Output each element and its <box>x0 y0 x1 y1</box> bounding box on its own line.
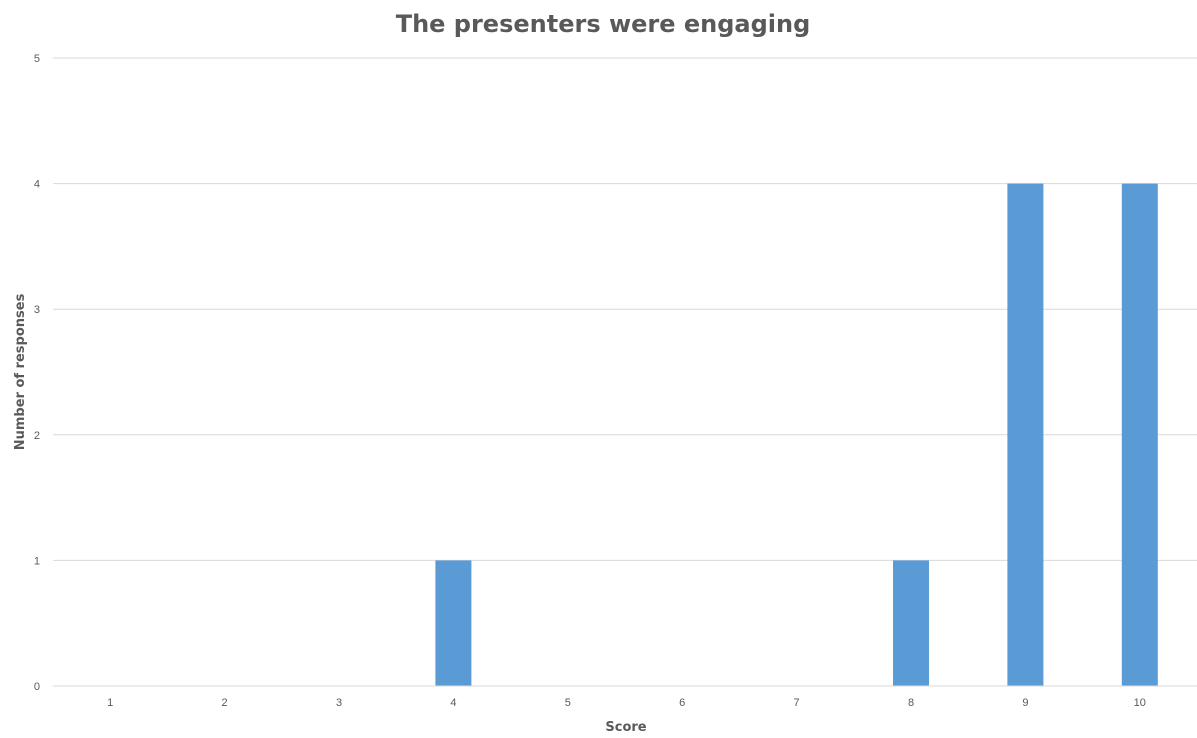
x-tick-label: 1 <box>107 697 113 709</box>
x-axis-ticks: 1 2 3 4 5 6 7 8 9 10 <box>107 697 1146 709</box>
y-tick-label: 0 <box>34 681 40 693</box>
y-tick-label: 2 <box>34 430 40 442</box>
bar <box>435 560 472 686</box>
y-tick-label: 3 <box>34 304 40 316</box>
bar <box>1121 183 1158 686</box>
gridlines <box>53 57 1197 561</box>
x-tick-label: 2 <box>222 697 228 709</box>
x-tick-label: 5 <box>565 697 571 709</box>
y-axis-title: Number of responses <box>13 293 28 450</box>
y-tick-label: 4 <box>34 179 40 191</box>
x-axis-title: Score <box>605 720 646 735</box>
y-tick-label: 1 <box>34 555 40 567</box>
x-tick-label: 6 <box>679 697 685 709</box>
y-tick-label: 5 <box>34 53 40 65</box>
chart-title: The presenters were engaging <box>396 10 811 38</box>
bar <box>893 560 929 686</box>
x-tick-label: 4 <box>450 697 456 709</box>
x-tick-label: 10 <box>1134 697 1146 709</box>
x-tick-label: 3 <box>336 697 342 709</box>
bars <box>435 183 1158 686</box>
y-axis-ticks: 0 1 2 3 4 5 <box>34 53 40 693</box>
x-tick-label: 9 <box>1022 697 1028 709</box>
bar <box>1007 183 1044 686</box>
x-tick-label: 8 <box>908 697 914 709</box>
x-tick-label: 7 <box>794 697 800 709</box>
